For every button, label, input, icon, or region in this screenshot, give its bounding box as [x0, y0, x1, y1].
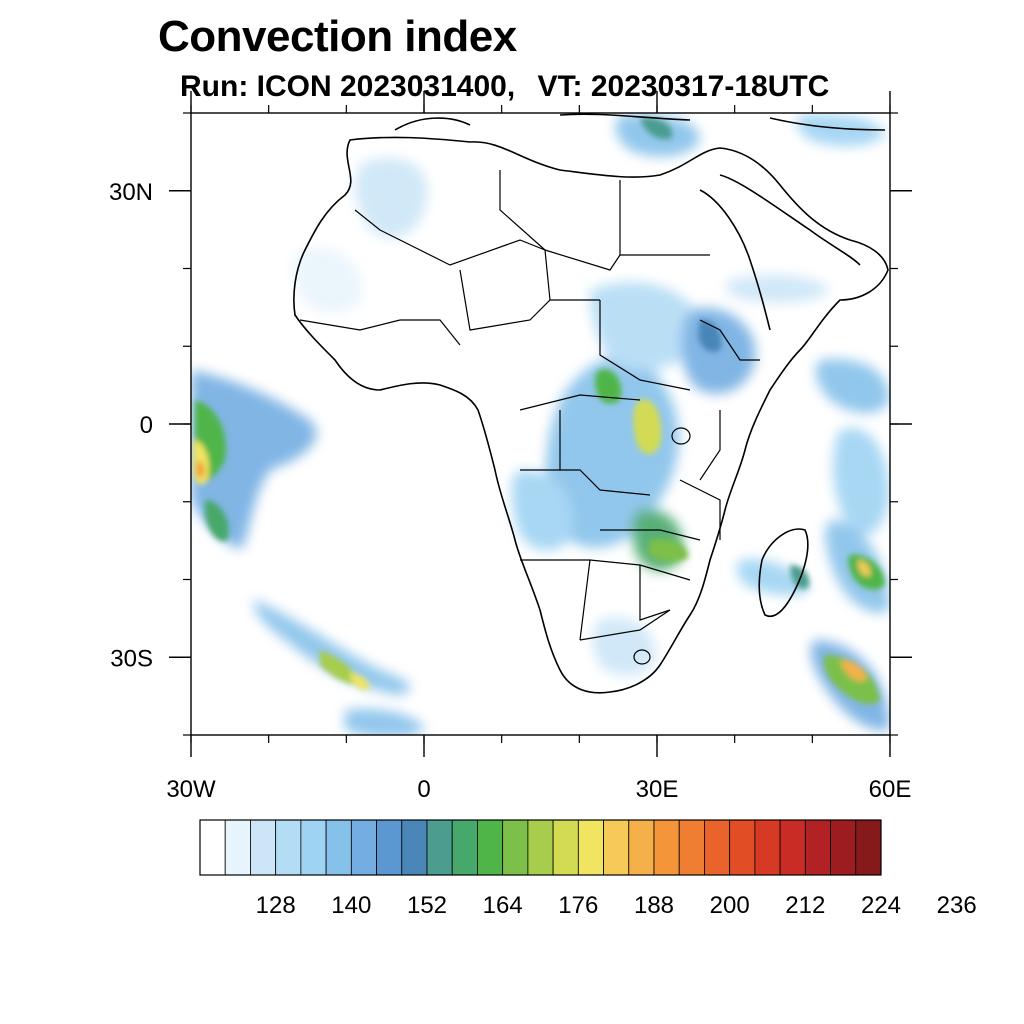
colorbar-box: [754, 819, 781, 876]
colorbar-label: 188: [634, 892, 674, 919]
y-tick-label: 30S: [110, 645, 153, 672]
colorbar-box: [300, 819, 327, 876]
colorbar-box: [502, 819, 529, 876]
axes: 30W 0 30E 60E 30N 0 30S: [109, 91, 912, 803]
colorbar-label: 128: [256, 892, 296, 919]
coastlines: [293, 113, 889, 694]
chart-title: Convection index: [158, 12, 517, 61]
colorbar-box: [250, 819, 277, 876]
colorbar-label: 152: [407, 892, 447, 919]
colorbar-box: [477, 819, 504, 876]
y-tick-label: 0: [140, 412, 153, 439]
vt-label: VT:: [537, 70, 583, 103]
colorbar-box: [527, 819, 554, 876]
x-tick-label: 30W: [166, 776, 216, 803]
x-tick-label: 30E: [636, 776, 679, 803]
colorbar-box: [275, 819, 302, 876]
colorbar-box: [678, 819, 705, 876]
colorbar-label: 212: [785, 892, 825, 919]
colorbar-box: [704, 819, 731, 876]
colorbar-frame: [199, 819, 882, 876]
colorbar-box: [401, 819, 428, 876]
colorbar-box: [199, 819, 226, 876]
vt-value: 20230317-18UTC: [590, 70, 830, 103]
colorbar-box: [376, 819, 403, 876]
colorbar: 128 140 152 164 176 188 200 212 224 236: [199, 819, 977, 919]
colorbar-box: [577, 819, 604, 876]
colorbar-box: [653, 819, 680, 876]
colorbar-box: [729, 819, 756, 876]
colorbar-box: [451, 819, 478, 876]
run-value: ICON 2023031400,: [256, 70, 516, 103]
colorbar-box: [426, 819, 453, 876]
borders: [299, 170, 760, 665]
colorbar-box: [603, 819, 630, 876]
colorbar-label: 164: [483, 892, 523, 919]
colorbar-box: [350, 819, 377, 876]
colorbar-box: [552, 819, 579, 876]
colorbar-box: [855, 819, 882, 876]
colorbar-box: [628, 819, 655, 876]
colorbar-box: [224, 819, 251, 876]
colorbar-box: [325, 819, 352, 876]
convection-field: [191, 114, 890, 735]
colorbar-box: [779, 819, 806, 876]
colorbar-box: [830, 819, 857, 876]
colorbar-box: [804, 819, 831, 876]
x-tick-label: 60E: [869, 776, 912, 803]
colorbar-label: 140: [331, 892, 371, 919]
colorbar-label: 200: [710, 892, 750, 919]
colorbar-label: 176: [558, 892, 598, 919]
x-tick-label: 0: [417, 776, 430, 803]
chart-subtitle: Run: ICON 2023031400, VT: 20230317-18UTC: [180, 70, 829, 104]
y-tick-label: 30N: [109, 179, 153, 206]
colorbar-label: 236: [937, 892, 977, 919]
colorbar-label: 224: [861, 892, 901, 919]
